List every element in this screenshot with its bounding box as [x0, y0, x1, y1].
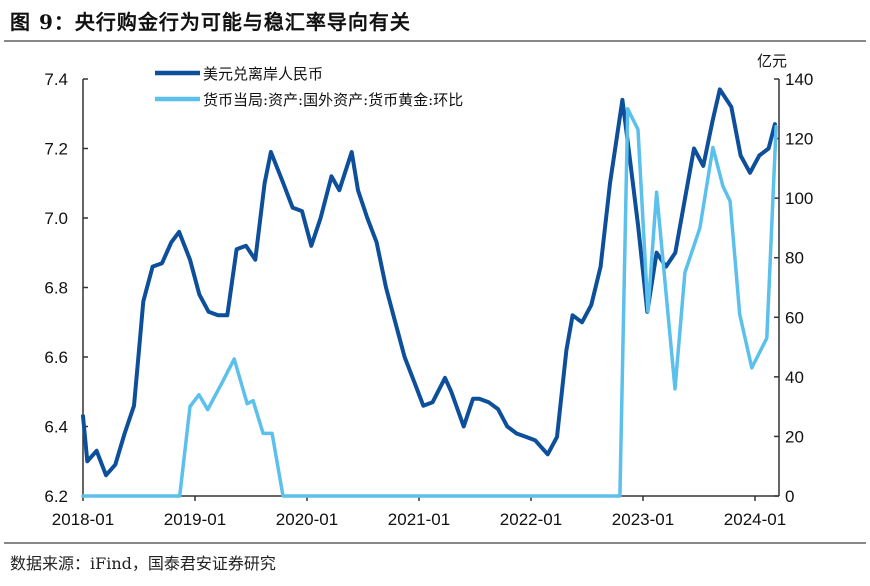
left-tick-label: 6.8 [44, 279, 68, 298]
top-divider [4, 40, 866, 42]
left-tick-label: 6.6 [44, 348, 68, 367]
right-tick-label: 120 [785, 130, 813, 149]
x-tick-label: 2023-01 [612, 510, 674, 529]
legend-label: 美元兑离岸人民币 [203, 65, 323, 83]
right-tick-label: 20 [785, 427, 804, 446]
right-tick-label: 80 [785, 249, 804, 268]
legend-label: 货币当局:资产:国外资产:货币黄金:环比 [203, 91, 463, 109]
right-tick-label: 0 [785, 487, 794, 506]
source-note: 数据来源：iFind，国泰君安证券研究 [10, 554, 276, 573]
left-tick-label: 7.2 [44, 140, 68, 159]
left-tick-label: 7.4 [44, 70, 68, 89]
figure-title: 图 9：央行购金行为可能与稳汇率导向有关 [10, 10, 411, 34]
x-tick-label: 2020-01 [276, 510, 338, 529]
x-tick-label: 2024-01 [724, 510, 786, 529]
right-axis-unit: 亿元 [757, 52, 787, 70]
right-tick-label: 60 [785, 308, 804, 327]
x-tick-label: 2019-01 [164, 510, 226, 529]
left-tick-label: 6.2 [44, 487, 68, 506]
left-tick-label: 6.4 [44, 418, 68, 437]
usdcnh-line [81, 87, 777, 478]
right-tick-label: 140 [785, 70, 813, 89]
right-tick-label: 100 [785, 189, 813, 208]
right-tick-label: 40 [785, 368, 804, 387]
left-tick-label: 7.0 [44, 209, 68, 228]
gold-change-line [81, 107, 778, 498]
bottom-divider [4, 542, 866, 544]
x-tick-label: 2021-01 [388, 510, 450, 529]
x-tick-label: 2018-01 [52, 510, 114, 529]
x-tick-label: 2022-01 [500, 510, 562, 529]
